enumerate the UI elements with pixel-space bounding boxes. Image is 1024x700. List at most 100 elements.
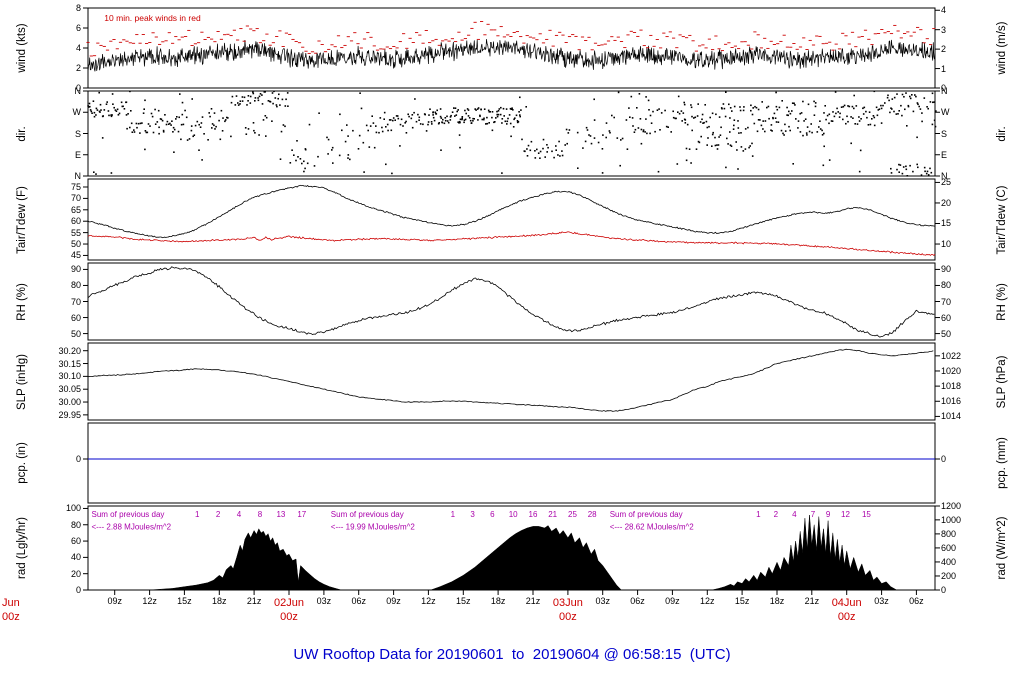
wind-direction-dot <box>200 122 203 124</box>
wind-direction-dot <box>375 131 378 134</box>
wind-direction-dot <box>619 164 621 167</box>
wind-direction-dot <box>191 98 193 100</box>
wind-direction-dot <box>261 103 264 105</box>
wind-direction-dot <box>658 108 660 110</box>
wind-direction-dot <box>775 91 777 94</box>
wind-direction-dot <box>843 104 846 107</box>
wind-direction-dot <box>929 101 932 103</box>
wind-direction-dot <box>912 110 915 113</box>
wind-direction-dot <box>451 111 454 113</box>
wind-direction-dot <box>395 115 398 117</box>
wind-direction-dot <box>198 149 200 151</box>
wind-direction-dot <box>166 120 169 123</box>
wind-direction-dot <box>218 119 220 122</box>
wind-direction-dot <box>850 142 852 145</box>
wind-direction-dot <box>96 109 99 111</box>
wind-direction-dot <box>737 127 740 129</box>
wind-direction-dot <box>381 130 384 133</box>
wind-direction-dot <box>169 122 171 125</box>
wind-direction-dot <box>845 122 847 125</box>
wind-direction-dot <box>392 119 394 122</box>
wind-direction-dot <box>742 109 745 112</box>
wind-direction-dot <box>794 104 796 106</box>
wind-direction-dot <box>776 108 779 111</box>
wind-direction-dot <box>473 118 475 120</box>
wind-direction-dot <box>752 107 754 109</box>
wind-direction-dot <box>185 116 188 119</box>
wind-direction-dot <box>916 163 918 166</box>
rad-annotation: <--- 19.99 MJoules/m^2 <box>331 523 416 532</box>
temp-frame <box>87 178 936 261</box>
chart-title: UW Rooftop Data for 20190601 to 20190604… <box>293 646 731 663</box>
wind-direction-dot <box>178 116 180 119</box>
wind-direction-dot <box>239 100 242 102</box>
wind-direction-dot <box>676 163 679 165</box>
wind-direction-dot <box>823 145 825 148</box>
wind-direction-dot <box>683 101 685 104</box>
wind-direction-dot <box>90 110 93 113</box>
wind-direction-dot <box>383 111 386 114</box>
wind-direction-dot <box>449 116 452 118</box>
wind-direction-dot <box>553 156 555 159</box>
wind-direction-dot <box>831 120 834 122</box>
wind-direction-dot <box>909 97 912 100</box>
wind-direction-dot <box>895 113 898 115</box>
wind-direction-dot <box>160 118 163 121</box>
wind-direction-dot <box>458 134 461 136</box>
rad-cumulative-number: 12 <box>841 510 850 519</box>
wind-direction-dot <box>381 126 383 129</box>
wind-direction-dot <box>677 95 680 98</box>
wind-direction-dot <box>681 120 683 122</box>
wind-direction-dot <box>657 170 660 173</box>
wind-direction-dot <box>739 106 741 108</box>
rad-cumulative-number: 2 <box>216 510 221 519</box>
wind-direction-dot <box>481 118 484 121</box>
wind-direction-dot <box>211 127 213 129</box>
wind-direction-dot <box>125 114 128 116</box>
wind-direction-dot <box>291 149 293 151</box>
wind-direction-dot <box>444 117 447 119</box>
wind-direction-dot <box>697 103 699 105</box>
wind-direction-dot <box>211 123 214 125</box>
wind-direction-dot <box>842 105 845 108</box>
wind-direction-dot <box>247 128 250 130</box>
wind-direction-dot <box>730 145 733 147</box>
wind-direction-dot <box>154 123 157 125</box>
wind-direction-dot <box>352 129 354 132</box>
wind-direction-dot <box>526 148 528 150</box>
wind-direction-dot <box>832 111 834 113</box>
wind-direction-dot <box>127 113 129 115</box>
wind-direction-dot <box>898 110 900 112</box>
wind-direction-dot <box>630 95 633 98</box>
wind-direction-dot <box>477 107 480 109</box>
wind-direction-dot <box>830 120 833 122</box>
wind-direction-dot <box>89 105 91 108</box>
wind-direction-dot <box>120 101 123 104</box>
wind-direction-dot <box>709 116 711 119</box>
wind-direction-dot <box>633 131 636 133</box>
wind-direction-dot <box>254 132 256 134</box>
wind-direction-dot <box>519 115 521 118</box>
wind-direction-dot <box>499 113 502 116</box>
wind-direction-dot <box>257 99 260 102</box>
wind-direction-dot <box>277 97 279 100</box>
wind-direction-dot <box>159 118 162 120</box>
wind-direction-dot <box>931 123 934 126</box>
wind-direction-dot <box>506 120 509 123</box>
wind-direction-dot <box>876 114 879 117</box>
wind-direction-dot <box>648 109 650 111</box>
wind-direction-dot <box>318 112 320 114</box>
wind-direction-dot <box>637 127 640 129</box>
wind-direction-dot <box>838 116 841 118</box>
wind-direction-dot <box>735 141 737 143</box>
wind-direction-dot <box>463 121 465 124</box>
wind-direction-dot <box>519 114 521 116</box>
wind-direction-dot <box>95 173 97 175</box>
wind-direction-dot <box>551 150 553 153</box>
wind-direction-dot <box>905 165 907 168</box>
wind-direction-dot <box>247 95 250 97</box>
wind-direction-dot <box>476 108 479 110</box>
wind-direction-dot <box>729 131 731 133</box>
wind-direction-dot <box>496 110 498 113</box>
wind-direction-dot <box>457 109 459 111</box>
